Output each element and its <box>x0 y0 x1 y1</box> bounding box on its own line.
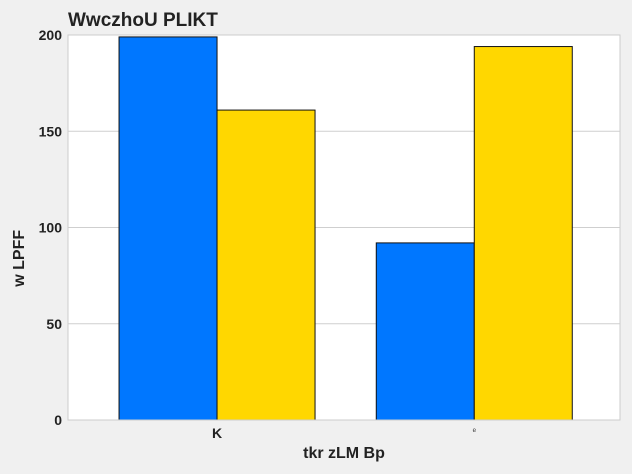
chart-title: WwczhoU PLIKT <box>68 10 218 31</box>
plot-frame <box>67 34 621 421</box>
bar <box>118 36 218 421</box>
x-tick-label: K <box>212 425 222 441</box>
x-tick-label: ᵉ <box>473 426 477 436</box>
y-axis-ticks: 0 50 100 150 200 <box>39 27 63 428</box>
bar <box>375 242 475 421</box>
y-axis-label: w LPFF <box>11 230 28 288</box>
bars <box>118 36 573 421</box>
y-tick-label: 100 <box>39 220 63 236</box>
bar <box>216 109 316 421</box>
y-tick-label: 50 <box>46 316 62 332</box>
y-tick-label: 150 <box>39 123 63 139</box>
x-axis-label: tkr zLM Bp <box>303 445 385 462</box>
y-tick-label: 200 <box>39 27 63 43</box>
y-tick-label: 0 <box>54 412 62 428</box>
bar <box>473 46 573 421</box>
